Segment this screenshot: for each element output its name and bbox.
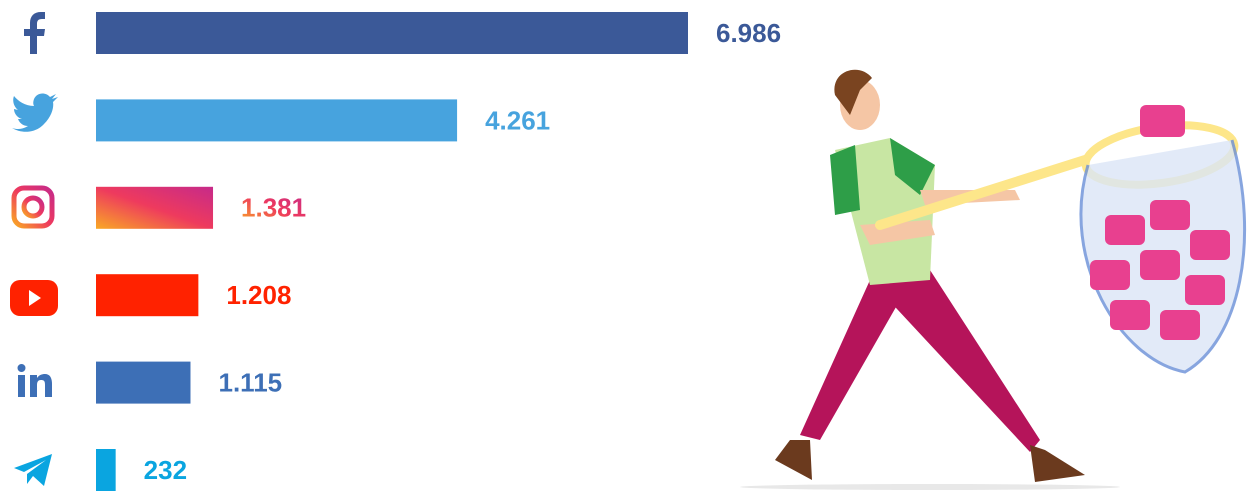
value-label: 1.208 bbox=[226, 280, 291, 310]
bar bbox=[96, 186, 214, 229]
value-label: 232 bbox=[144, 455, 187, 485]
bar bbox=[96, 12, 688, 54]
illustration bbox=[740, 69, 1247, 490]
linkedin-icon bbox=[17, 364, 52, 397]
bar bbox=[96, 361, 191, 404]
bar bbox=[96, 449, 116, 491]
facebook-icon bbox=[24, 12, 45, 54]
value-label: 4.261 bbox=[485, 105, 550, 135]
value-label: 1.115 bbox=[218, 367, 282, 397]
instagram-icon-lens bbox=[21, 195, 45, 219]
instagram-icon bbox=[11, 185, 55, 229]
value-label: 1.381 bbox=[241, 193, 306, 223]
bar bbox=[96, 99, 458, 142]
platform-icons bbox=[10, 12, 58, 486]
twitter-icon bbox=[12, 93, 58, 132]
youtube-play bbox=[29, 290, 41, 306]
bar bbox=[96, 274, 199, 317]
value-label: 6.986 bbox=[716, 18, 781, 48]
telegram-icon bbox=[14, 454, 52, 486]
